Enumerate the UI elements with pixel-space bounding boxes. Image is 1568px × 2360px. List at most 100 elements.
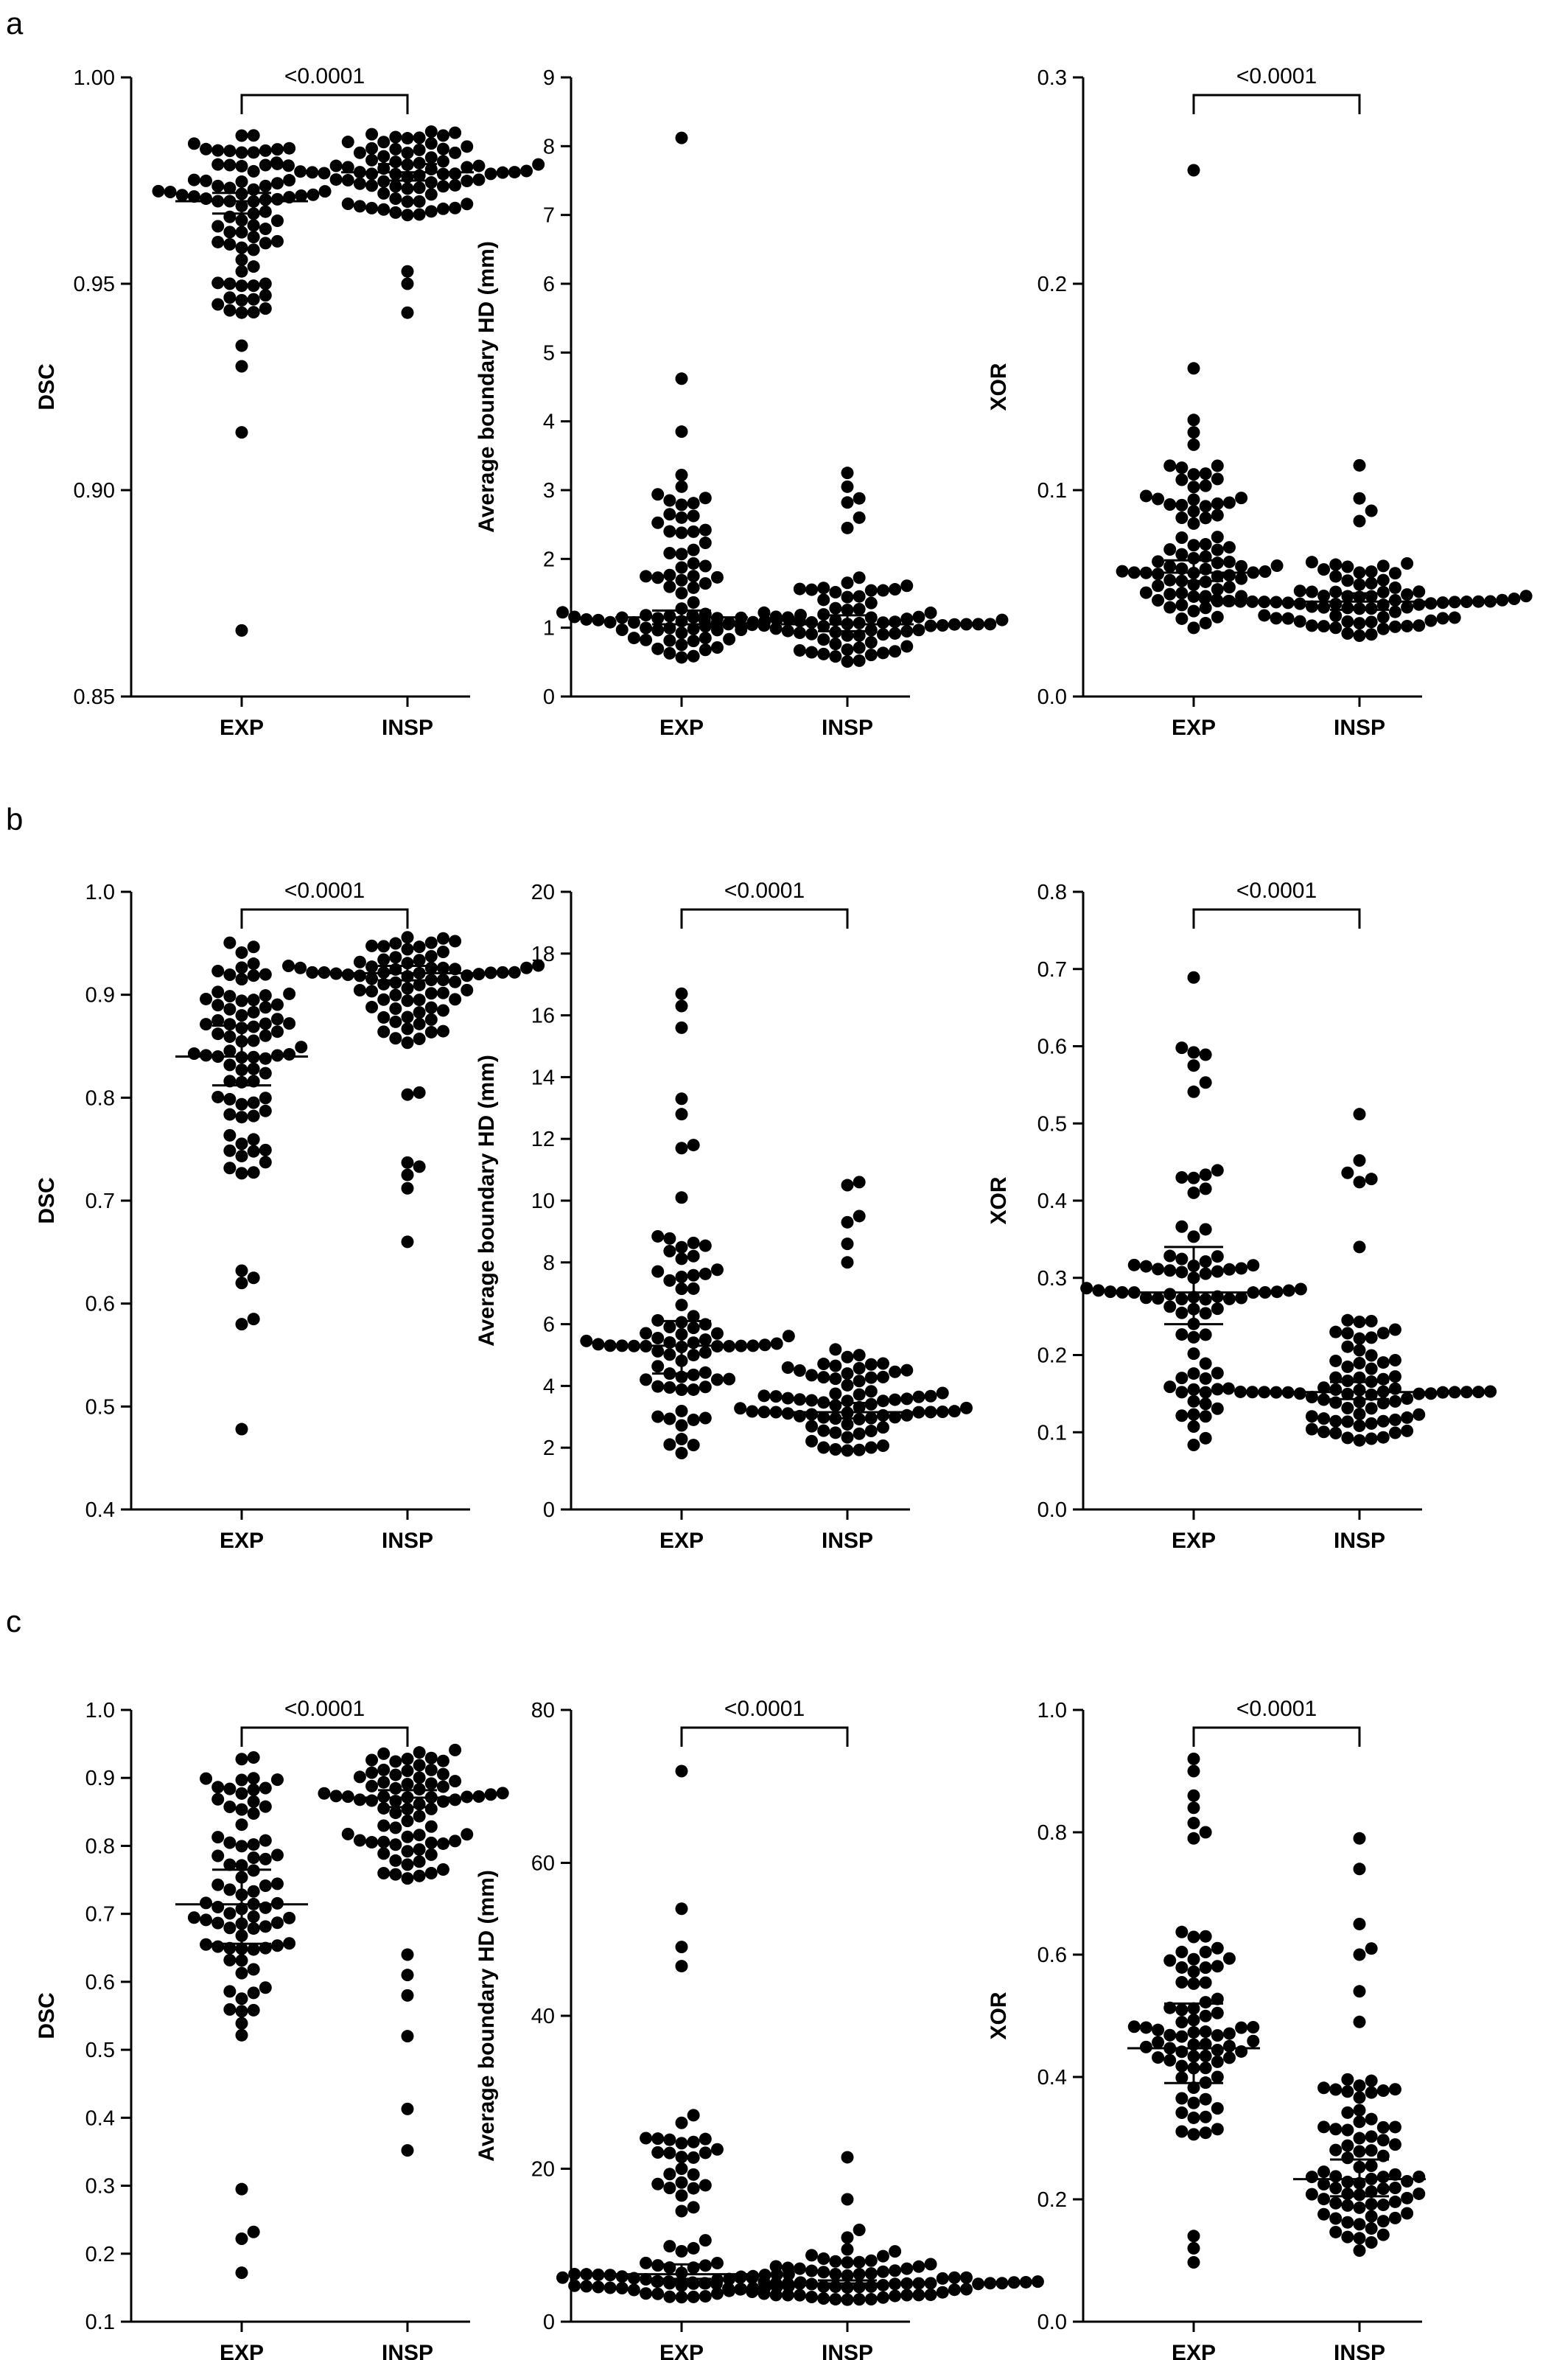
y-tick-label: 0.0 bbox=[1037, 2311, 1067, 2334]
data-point bbox=[341, 136, 354, 149]
data-point bbox=[1388, 2168, 1401, 2181]
data-point bbox=[687, 2151, 700, 2164]
data-point bbox=[247, 1313, 260, 1326]
data-point bbox=[675, 1252, 688, 1265]
chart-b-2: 0 2 4 6 8 10 12 14 16 18 20 Average boundary HD (mm… bbox=[475, 879, 973, 1553]
data-point bbox=[1152, 579, 1165, 593]
y-tick-label: 0.7 bbox=[85, 1190, 115, 1213]
data-point bbox=[247, 1271, 260, 1285]
data-point bbox=[270, 1013, 284, 1026]
data-point bbox=[699, 492, 712, 505]
data-point bbox=[436, 142, 449, 156]
data-point bbox=[1187, 2255, 1200, 2269]
data-point bbox=[1353, 1948, 1366, 1961]
data-point bbox=[793, 1393, 806, 1406]
data-point bbox=[200, 1772, 213, 1785]
chart-a-3: 0.0 0.1 0.2 0.3 XOR EXP INSP <0.0001 bbox=[987, 64, 1533, 740]
data-point bbox=[449, 993, 462, 1006]
data-point bbox=[365, 128, 379, 141]
data-point bbox=[424, 1820, 438, 1833]
data-point bbox=[1199, 2050, 1212, 2063]
data-point bbox=[876, 2291, 889, 2304]
data-point bbox=[1187, 481, 1200, 494]
data-point bbox=[1187, 1347, 1200, 1361]
data-point bbox=[1388, 594, 1401, 607]
data-point bbox=[1281, 596, 1295, 610]
data-point bbox=[365, 1766, 379, 1779]
data-point bbox=[710, 641, 724, 654]
data-point bbox=[1329, 1354, 1343, 1367]
data-point bbox=[853, 2224, 866, 2236]
y-tick-label: 1.0 bbox=[85, 881, 115, 904]
significance-bracket bbox=[1192, 1726, 1361, 1747]
data-point bbox=[1293, 1387, 1306, 1400]
significance-bracket bbox=[680, 1726, 849, 1747]
y-tick-label: 18 bbox=[531, 943, 555, 966]
data-point bbox=[675, 1142, 688, 1155]
significance-bracket bbox=[1192, 908, 1361, 929]
data-point bbox=[793, 615, 806, 628]
data-point bbox=[377, 953, 391, 966]
data-point bbox=[413, 1798, 426, 1811]
data-point bbox=[853, 1176, 866, 1189]
data-point bbox=[436, 1754, 449, 1767]
data-point bbox=[282, 959, 295, 972]
data-point bbox=[1175, 1386, 1189, 1399]
data-point bbox=[1365, 1417, 1378, 1430]
data-point bbox=[424, 1001, 438, 1014]
x-tick-label: INSP bbox=[382, 716, 433, 740]
data-point bbox=[1211, 2043, 1224, 2056]
data-point bbox=[1199, 1168, 1212, 1181]
data-point bbox=[1341, 615, 1354, 628]
data-point bbox=[972, 2277, 985, 2291]
data-point bbox=[687, 509, 700, 523]
data-point bbox=[1175, 2016, 1189, 2029]
y-tick-label: 0.85 bbox=[74, 685, 115, 709]
data-point bbox=[1187, 1801, 1200, 1815]
data-point bbox=[675, 2137, 688, 2150]
data-point bbox=[805, 646, 819, 659]
y-axis-label: Average boundary HD (mm) bbox=[475, 1870, 499, 2162]
data-point bbox=[1281, 1386, 1295, 1399]
data-point bbox=[1139, 1260, 1152, 1273]
data-point bbox=[1376, 559, 1390, 573]
data-point bbox=[889, 2264, 902, 2277]
data-point bbox=[1376, 622, 1390, 635]
data-point bbox=[675, 2116, 688, 2129]
data-point bbox=[1222, 595, 1235, 608]
data-point bbox=[876, 616, 889, 629]
data-point bbox=[353, 955, 366, 968]
data-point bbox=[746, 1339, 760, 1352]
data-point bbox=[793, 643, 806, 657]
data-point bbox=[1401, 601, 1414, 614]
x-tick-label: EXP bbox=[659, 1529, 704, 1553]
data-point bbox=[1211, 2123, 1224, 2136]
data-point bbox=[270, 1049, 284, 1062]
y-tick-label: 10 bbox=[531, 1190, 555, 1213]
data-point bbox=[1353, 514, 1366, 528]
data-point bbox=[235, 1966, 248, 1980]
data-point bbox=[389, 1755, 402, 1768]
data-point bbox=[1305, 2171, 1318, 2184]
data-point bbox=[247, 1062, 260, 1075]
significance-bracket bbox=[1192, 94, 1361, 114]
data-point bbox=[1199, 537, 1212, 551]
data-point bbox=[235, 1422, 248, 1436]
data-point bbox=[223, 1092, 237, 1106]
data-point bbox=[1198, 592, 1211, 605]
data-point bbox=[283, 1017, 296, 1030]
data-point bbox=[1211, 2006, 1224, 2019]
data-point bbox=[413, 1771, 426, 1784]
data-point bbox=[401, 265, 414, 278]
data-point bbox=[247, 957, 260, 971]
data-point bbox=[1199, 1826, 1212, 1839]
data-point bbox=[1187, 1367, 1200, 1380]
data-point bbox=[651, 1360, 665, 1373]
data-point bbox=[889, 645, 902, 658]
data-point bbox=[1234, 1385, 1247, 1398]
data-point bbox=[687, 570, 700, 583]
data-point bbox=[1222, 2051, 1236, 2064]
data-point bbox=[687, 1336, 700, 1350]
data-point bbox=[401, 1830, 414, 1843]
data-point bbox=[1365, 1362, 1378, 1375]
